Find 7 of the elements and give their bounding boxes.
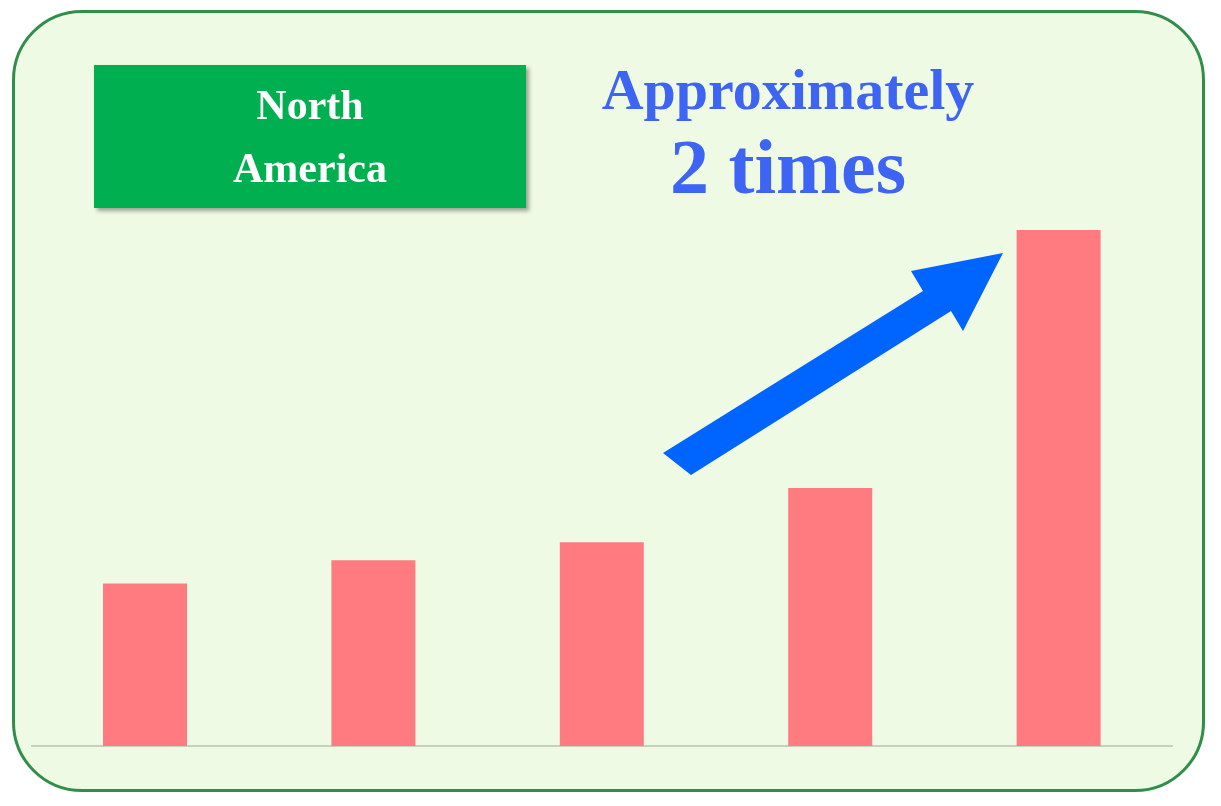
text: Approximately 2 times xyxy=(600,56,976,210)
chart-title: North America xyxy=(232,80,388,193)
bar xyxy=(331,560,416,746)
bar xyxy=(559,542,644,746)
bar xyxy=(788,488,873,746)
bar xyxy=(103,583,187,746)
bar xyxy=(1016,230,1101,746)
